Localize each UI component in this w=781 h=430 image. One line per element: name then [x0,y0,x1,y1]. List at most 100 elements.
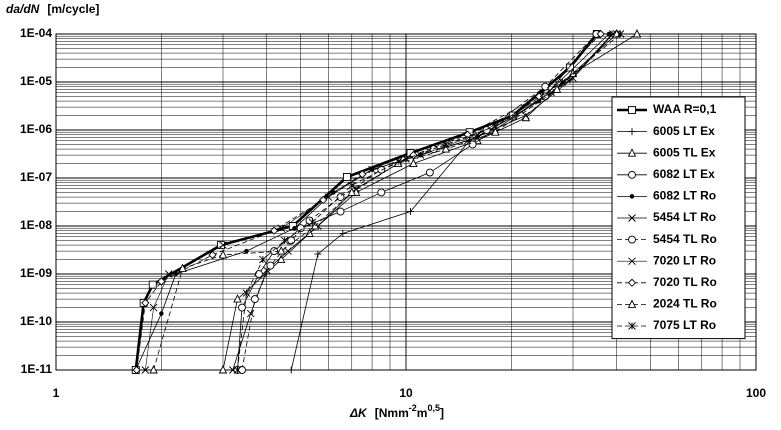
marker [314,250,322,258]
legend-marker [628,322,636,330]
marker [468,140,477,149]
marker [270,226,279,235]
marker [246,309,255,318]
marker [347,187,357,196]
marker [347,181,356,190]
marker [336,207,345,216]
legend-label: 5454 LT Ro [653,210,716,224]
legend-label: 7020 LT Ro [653,253,716,267]
x-tick-label: 1 [53,386,60,400]
marker [441,144,451,153]
legend-label: 5454 TL Ro [653,232,717,246]
legend-marker [628,170,636,179]
marker [377,188,386,197]
legend-label: 6082 LT Ex [653,167,715,181]
legend-marker [628,106,636,114]
marker [238,366,246,374]
marker [250,295,259,304]
y-label-unit: [m/cycle] [47,2,99,16]
marker [368,165,376,174]
marker [358,170,367,179]
marker [491,127,500,136]
legend-label: 6082 LT Ro [653,189,716,203]
marker [178,263,187,272]
marker [233,294,242,303]
y-tick-label: 1E-09 [20,266,52,280]
marker [259,255,267,264]
series-line [222,33,638,371]
marker [219,241,227,249]
legend-label: 7020 TL Ro [653,275,717,289]
y-tick-label: 1E-11 [21,362,53,376]
y-tick-label: 1E-08 [20,218,52,232]
marker [319,195,328,205]
marker [463,130,472,139]
marker [157,277,166,286]
marker [296,224,305,233]
legend-label: 2024 TL Ro [653,297,717,311]
legend-label: 7075 LT Ro [653,318,716,332]
legend-marker [628,235,636,244]
x-tick-label: 100 [746,386,766,400]
y-tick-label: 1E-07 [20,170,52,184]
marker [276,246,286,255]
legend-label: 6005 LT Ex [653,124,715,138]
marker [482,126,491,134]
marker [377,165,386,174]
marker [132,365,141,375]
x-axis-title: ΔK [Nmm-2m0,5] [349,403,444,420]
marker [541,82,550,91]
marker [218,249,228,259]
series-line [241,33,597,371]
marker [342,173,351,181]
marker [284,247,292,255]
y-tick-label: 1E-06 [20,122,52,136]
y-tick-label: 1E-10 [20,314,52,328]
legend-label: 6005 TL Ex [653,145,716,159]
legend-marker [627,278,637,287]
marker [148,280,157,289]
marker [569,74,577,83]
x-label-part: ] [440,406,444,420]
x-label-symbol: ΔK [349,406,368,420]
plot-frame [55,33,757,371]
y-tick-label: 1E-04 [20,26,52,40]
marker [442,140,450,149]
y-label-symbol: da/dN [6,2,40,16]
legend-marker [628,128,636,136]
x-label-part: -2 [409,403,417,413]
legend-marker [627,148,637,157]
marker [394,157,403,166]
marker [425,168,434,177]
legend-label: WAA R=0,1 [653,102,717,116]
marker [292,225,297,231]
marker [141,298,150,308]
marker [173,271,179,277]
marker [233,366,242,374]
x-tick-label: 10 [399,386,413,400]
legend-marker [628,257,636,266]
marker [238,303,246,312]
marker [266,261,275,270]
marker [339,229,347,237]
series-line [290,33,613,371]
marker [242,289,251,297]
marker [305,216,314,225]
marker [244,248,249,254]
marker [308,218,317,227]
marker [409,158,418,168]
marker [280,236,289,245]
marker [406,208,414,216]
legend-marker [628,214,636,222]
marker [141,366,150,374]
marker [596,29,605,39]
marker [521,112,531,122]
marker [522,111,530,120]
marker [632,28,642,38]
marker [552,84,562,93]
x-label-part: m [417,406,428,420]
marker [606,31,612,37]
legend-marker [629,194,635,199]
y-tick-label: 1E-05 [20,74,52,88]
